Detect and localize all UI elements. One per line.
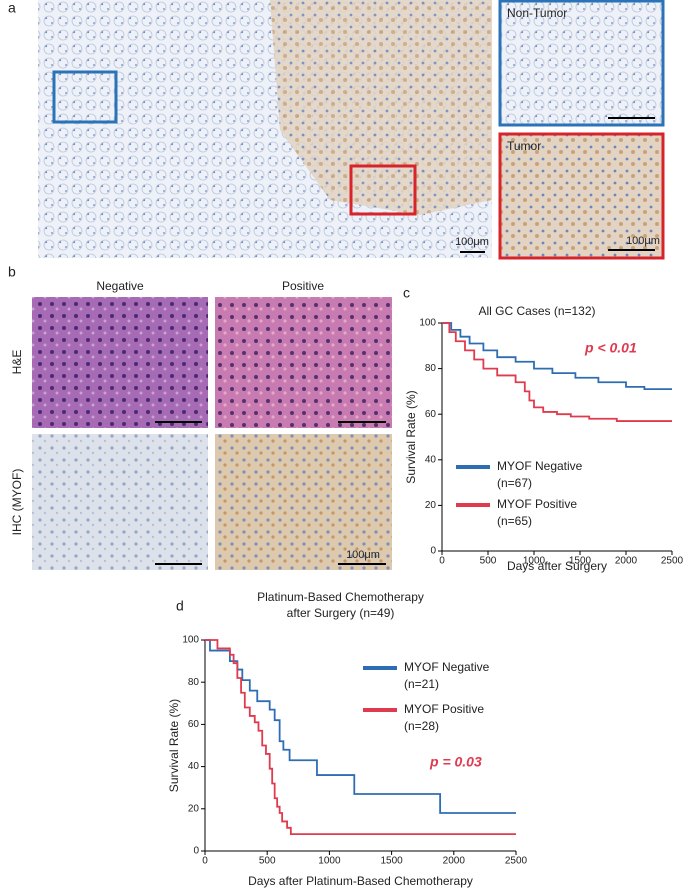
x-tick-label: 1500 [380,856,403,867]
legend-label: (n=21) [404,677,439,691]
y-axis-label: Survival Rate (%) [404,390,418,483]
column-label: Positive [282,279,324,293]
y-tick-label: 20 [425,500,437,511]
panel-label: c [403,285,410,301]
legend-label: MYOF Positive [404,702,484,716]
y-tick-label: 80 [188,677,200,688]
panel-label: b [8,264,16,280]
x-tick-label: 500 [480,556,497,567]
y-tick-label: 40 [425,454,437,465]
y-tick-label: 40 [188,761,200,772]
x-tick-label: 500 [259,856,276,867]
survival-curve [442,322,672,422]
inset [498,0,665,127]
row-label: H&E [10,350,24,375]
x-tick-label: 2500 [505,856,528,867]
micrograph [32,434,208,570]
x-tick-label: 1500 [569,556,592,567]
inset-label: Tumor [507,139,541,153]
scale-label: 100μm [346,549,380,561]
panel-label: d [176,598,184,614]
y-tick-label: 100 [419,318,436,329]
x-tick-label: 1000 [523,556,546,567]
row-label: IHC (MYOF) [10,469,24,536]
legend-label: MYOF Positive [497,497,577,511]
p-value: p < 0.01 [584,340,637,356]
tumor-region [270,0,492,215]
x-axis-label: Days after Surgery [507,559,607,573]
inset-label: Non-Tumor [507,6,567,20]
y-tick-label: 100 [182,635,199,646]
survival-curve [205,639,516,836]
x-tick-label: 0 [202,856,208,867]
roi-box [52,70,118,124]
micrograph [215,297,392,428]
roi-box [349,164,417,216]
y-axis-label: Survival Rate (%) [167,699,181,792]
x-tick-label: 0 [439,556,445,567]
x-tick-label: 2000 [443,856,466,867]
chart-title: after Surgery (n=49) [287,606,395,620]
y-tick-label: 20 [188,803,200,814]
inset [498,132,665,260]
micrograph [32,297,208,428]
y-tick-label: 80 [425,363,437,374]
survival-curve [442,322,672,391]
x-tick-label: 1000 [318,856,341,867]
chart-title: Platinum-Based Chemotherapy [257,590,424,604]
p-value: p = 0.03 [429,754,482,770]
x-tick-label: 2500 [661,556,684,567]
chart-title: All GC Cases (n=132) [478,304,595,318]
legend-label: MYOF Negative [404,660,490,674]
legend-label: (n=65) [497,514,532,528]
scale-label: 100μm [455,236,489,248]
survival-curve [205,639,516,814]
y-tick-label: 0 [193,846,199,857]
y-tick-label: 0 [430,546,436,557]
y-tick-label: 60 [188,719,200,730]
micrograph [215,434,392,570]
legend-label: (n=28) [404,719,439,733]
panel-label: a [8,0,16,16]
scale-label: 100μm [626,235,660,247]
column-label: Negative [96,279,144,293]
y-tick-label: 60 [425,409,437,420]
x-axis-label: Days after Platinum-Based Chemotherapy [248,874,473,888]
legend-label: MYOF Negative [497,459,583,473]
legend-label: (n=67) [497,476,532,490]
x-tick-label: 2000 [615,556,638,567]
